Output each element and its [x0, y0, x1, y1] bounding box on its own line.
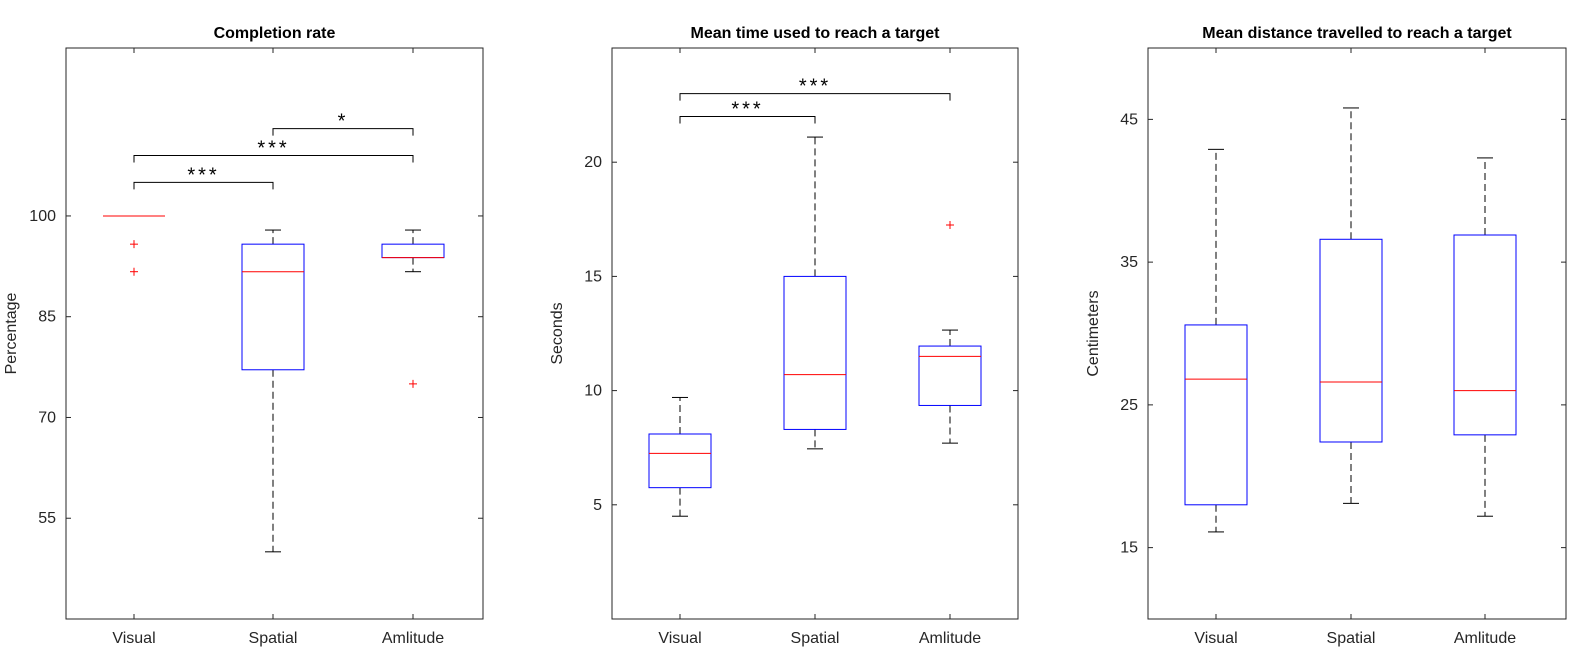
bracket-line	[133, 154, 414, 163]
outlier-marker	[130, 240, 138, 249]
box-visual	[103, 215, 165, 276]
bracket-line	[679, 93, 951, 101]
x-tick-label-amlitude: Amlitude	[1454, 630, 1516, 647]
significance-label: ***	[187, 164, 219, 186]
y-tick-label: 15	[1120, 540, 1138, 557]
y-tick-label: 85	[38, 309, 56, 326]
box-visual	[1184, 148, 1248, 533]
x-tick-label-spatial: Spatial	[791, 630, 840, 647]
box-amlitude	[918, 221, 982, 444]
box-spatial	[241, 229, 305, 553]
plot-area-frame	[611, 47, 1019, 620]
box-amlitude	[381, 229, 445, 388]
plot-area-frame	[65, 47, 484, 620]
x-tick-label-amlitude: Amlitude	[919, 630, 981, 647]
box-amlitude	[1453, 157, 1517, 517]
chart-title: Mean distance travelled to reach a targe…	[1202, 25, 1512, 42]
y-tick-label: 35	[1120, 254, 1138, 271]
outlier-marker	[130, 267, 138, 276]
x-tick-label-visual: Visual	[112, 630, 155, 647]
significance-label: ***	[731, 99, 763, 121]
significance-label: *	[338, 111, 349, 133]
chart-panel-3: Mean distance travelled to reach a targe…	[1085, 25, 1567, 647]
interquartile-box	[1453, 234, 1517, 436]
interquartile-box	[241, 243, 305, 371]
bracket-line	[133, 181, 274, 190]
x-tick-label-spatial: Spatial	[249, 630, 298, 647]
y-tick-label: 45	[1120, 111, 1138, 128]
x-tick-label-visual: Visual	[1194, 630, 1237, 647]
bracket-line	[679, 116, 816, 124]
x-tick-label-visual: Visual	[658, 630, 701, 647]
significance-bracket: ***	[133, 164, 274, 190]
box-visual	[648, 396, 712, 517]
y-tick-label: 20	[584, 154, 602, 171]
interquartile-box	[1319, 238, 1383, 443]
chart-title: Mean time used to reach a target	[691, 25, 941, 42]
significance-bracket: *	[272, 111, 414, 136]
x-tick-label-amlitude: Amlitude	[382, 630, 444, 647]
y-tick-label: 55	[38, 510, 56, 527]
y-axis-label: Seconds	[549, 302, 566, 364]
bracket-line	[272, 128, 414, 136]
interquartile-box	[918, 345, 982, 406]
significance-label: ***	[257, 137, 289, 159]
x-tick-label-spatial: Spatial	[1327, 630, 1376, 647]
box-spatial	[1319, 107, 1383, 504]
interquartile-box	[783, 275, 847, 430]
chart-panel-1: Completion rate Percentage 55 70 85 100 Visual…	[3, 25, 484, 647]
interquartile-box	[1184, 324, 1248, 506]
outlier-marker	[409, 379, 417, 388]
significance-bracket: ***	[679, 76, 951, 101]
y-tick-label: 25	[1120, 397, 1138, 414]
chart-title: Completion rate	[214, 25, 336, 42]
y-tick-label: 100	[29, 208, 56, 225]
interquartile-box	[648, 433, 712, 489]
outlier-marker	[946, 221, 954, 230]
plot-area-frame	[1147, 47, 1567, 620]
significance-bracket: ***	[133, 137, 414, 163]
y-axis-label: Centimeters	[1085, 290, 1102, 376]
y-tick-label: 5	[593, 497, 602, 514]
chart-panel-2: Mean time used to reach a target Seconds 5…	[549, 25, 1019, 647]
y-tick-label: 10	[584, 383, 602, 400]
y-axis-label: Percentage	[3, 292, 20, 374]
box-spatial	[783, 136, 847, 450]
y-tick-label: 15	[584, 268, 602, 285]
interquartile-box	[381, 243, 445, 259]
y-tick-label: 70	[38, 409, 56, 426]
significance-bracket: ***	[679, 99, 816, 124]
significance-label: ***	[799, 76, 831, 98]
